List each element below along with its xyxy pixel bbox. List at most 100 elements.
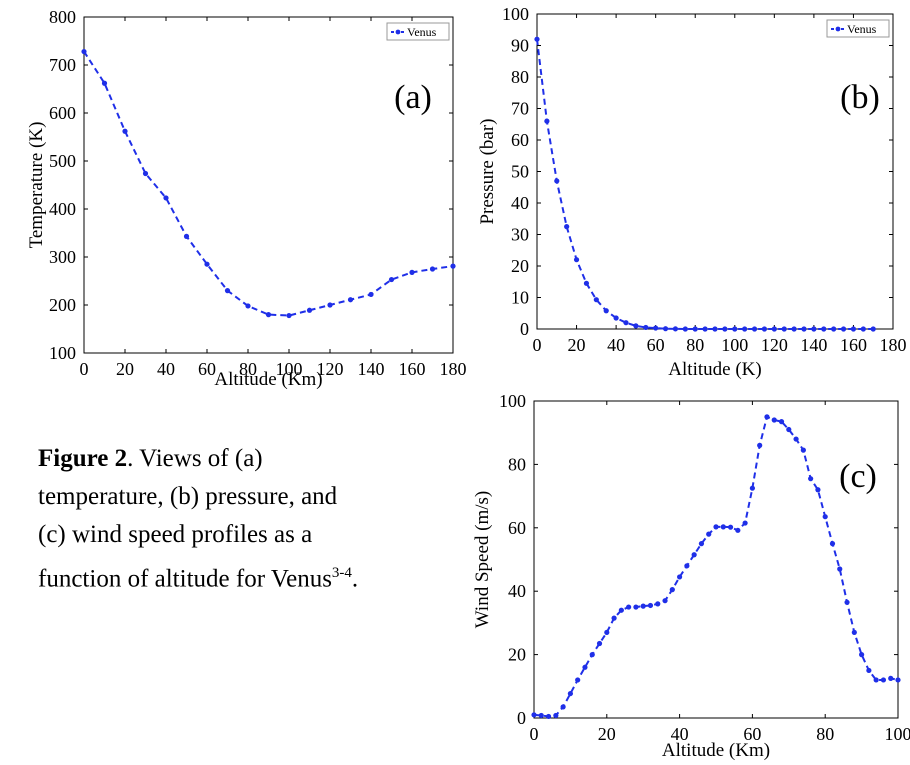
x-tick-label: 80 <box>239 359 257 379</box>
data-point <box>844 599 850 605</box>
y-tick-label: 500 <box>49 151 76 171</box>
data-point <box>757 442 763 448</box>
data-point <box>829 541 836 547</box>
y-tick-label: 0 <box>520 319 529 339</box>
x-tick-label: 140 <box>358 359 385 379</box>
data-point <box>764 414 770 420</box>
data-point <box>684 563 690 569</box>
data-point <box>655 601 661 607</box>
data-point <box>534 36 540 42</box>
y-tick-label: 50 <box>511 162 529 182</box>
data-point <box>682 326 688 332</box>
x-tick-label: 160 <box>840 335 867 355</box>
data-point <box>735 527 741 533</box>
data-point <box>761 326 768 332</box>
data-point <box>669 587 675 593</box>
data-point <box>698 541 705 547</box>
panel-label: (a) <box>394 79 432 116</box>
data-point <box>677 574 683 580</box>
data-point <box>388 276 395 283</box>
data-point <box>722 326 728 332</box>
legend-label: Venus <box>407 25 437 39</box>
x-axis-label: Altitude (K) <box>668 359 761 380</box>
y-axis-label: Temperature (K) <box>26 122 47 249</box>
data-point <box>531 712 537 718</box>
data-point <box>653 325 659 331</box>
y-tick-label: 20 <box>508 645 526 665</box>
x-tick-label: 40 <box>157 359 175 379</box>
data-point <box>781 326 787 332</box>
data-point <box>538 712 544 719</box>
data-point <box>742 326 748 332</box>
legend-marker <box>835 26 841 32</box>
x-tick-label: 0 <box>530 724 539 744</box>
data-point <box>204 261 210 267</box>
data-point <box>840 326 847 332</box>
y-axis-label: Wind Speed (m/s) <box>472 491 493 629</box>
data-point <box>727 524 734 530</box>
data-point <box>633 323 639 329</box>
x-tick-label: 100 <box>276 359 303 379</box>
data-point <box>751 326 758 332</box>
plot-frame <box>83 16 454 354</box>
data-point <box>870 326 876 332</box>
x-tick-label: 60 <box>647 335 665 355</box>
data-point <box>880 677 887 683</box>
data-point <box>821 326 827 332</box>
data-point <box>791 326 797 332</box>
data-point <box>603 308 609 314</box>
x-tick-label: 80 <box>686 335 704 355</box>
y-tick-label: 80 <box>508 454 526 474</box>
series-line <box>536 39 874 330</box>
data-point <box>429 266 436 272</box>
y-tick-label: 60 <box>511 130 529 150</box>
data-point <box>567 690 574 697</box>
data-point <box>554 178 560 184</box>
data-point <box>142 170 149 177</box>
plot-frame <box>536 13 894 330</box>
data-point <box>544 118 550 124</box>
data-point <box>575 677 581 683</box>
data-point <box>122 128 128 134</box>
chart-panel-3: 0 20 40 60 80 100 0 20 40 60 80 100 Altitude (Km) Win… <box>472 391 910 761</box>
x-tick-label: 0 <box>533 335 542 355</box>
legend-label: Venus <box>847 22 877 36</box>
data-point <box>793 436 799 442</box>
x-tick-label: 40 <box>607 335 625 355</box>
data-point <box>306 307 313 313</box>
x-tick-label: 20 <box>598 724 616 744</box>
data-point <box>623 320 629 326</box>
y-tick-label: 300 <box>49 247 76 267</box>
legend-marker <box>395 29 401 35</box>
data-point <box>850 326 857 332</box>
data-point <box>691 552 697 558</box>
y-tick-label: 90 <box>511 36 529 56</box>
data-point <box>778 419 785 425</box>
data-point <box>626 604 632 610</box>
data-point <box>811 326 817 332</box>
x-tick-label: 20 <box>116 359 134 379</box>
data-point <box>265 312 272 318</box>
data-point <box>573 257 580 263</box>
data-point <box>860 326 866 332</box>
x-tick-label: 120 <box>317 359 344 379</box>
x-tick-label: 180 <box>440 359 467 379</box>
y-tick-label: 10 <box>511 288 529 308</box>
data-point <box>672 326 679 332</box>
data-point <box>662 598 668 604</box>
data-point <box>837 566 843 572</box>
data-point <box>409 269 415 275</box>
x-tick-label: 100 <box>885 724 910 744</box>
legend-box <box>826 19 890 38</box>
y-tick-label: 600 <box>49 103 76 123</box>
x-tick-label: 140 <box>800 335 827 355</box>
plot-frame <box>533 400 899 719</box>
data-point <box>450 263 456 269</box>
caption-end: . <box>351 565 359 593</box>
y-tick-label: 20 <box>511 256 529 276</box>
data-point <box>643 324 649 331</box>
x-tick-label: 120 <box>761 335 788 355</box>
data-point <box>895 677 901 683</box>
data-point <box>732 326 738 332</box>
y-tick-label: 40 <box>508 581 526 601</box>
